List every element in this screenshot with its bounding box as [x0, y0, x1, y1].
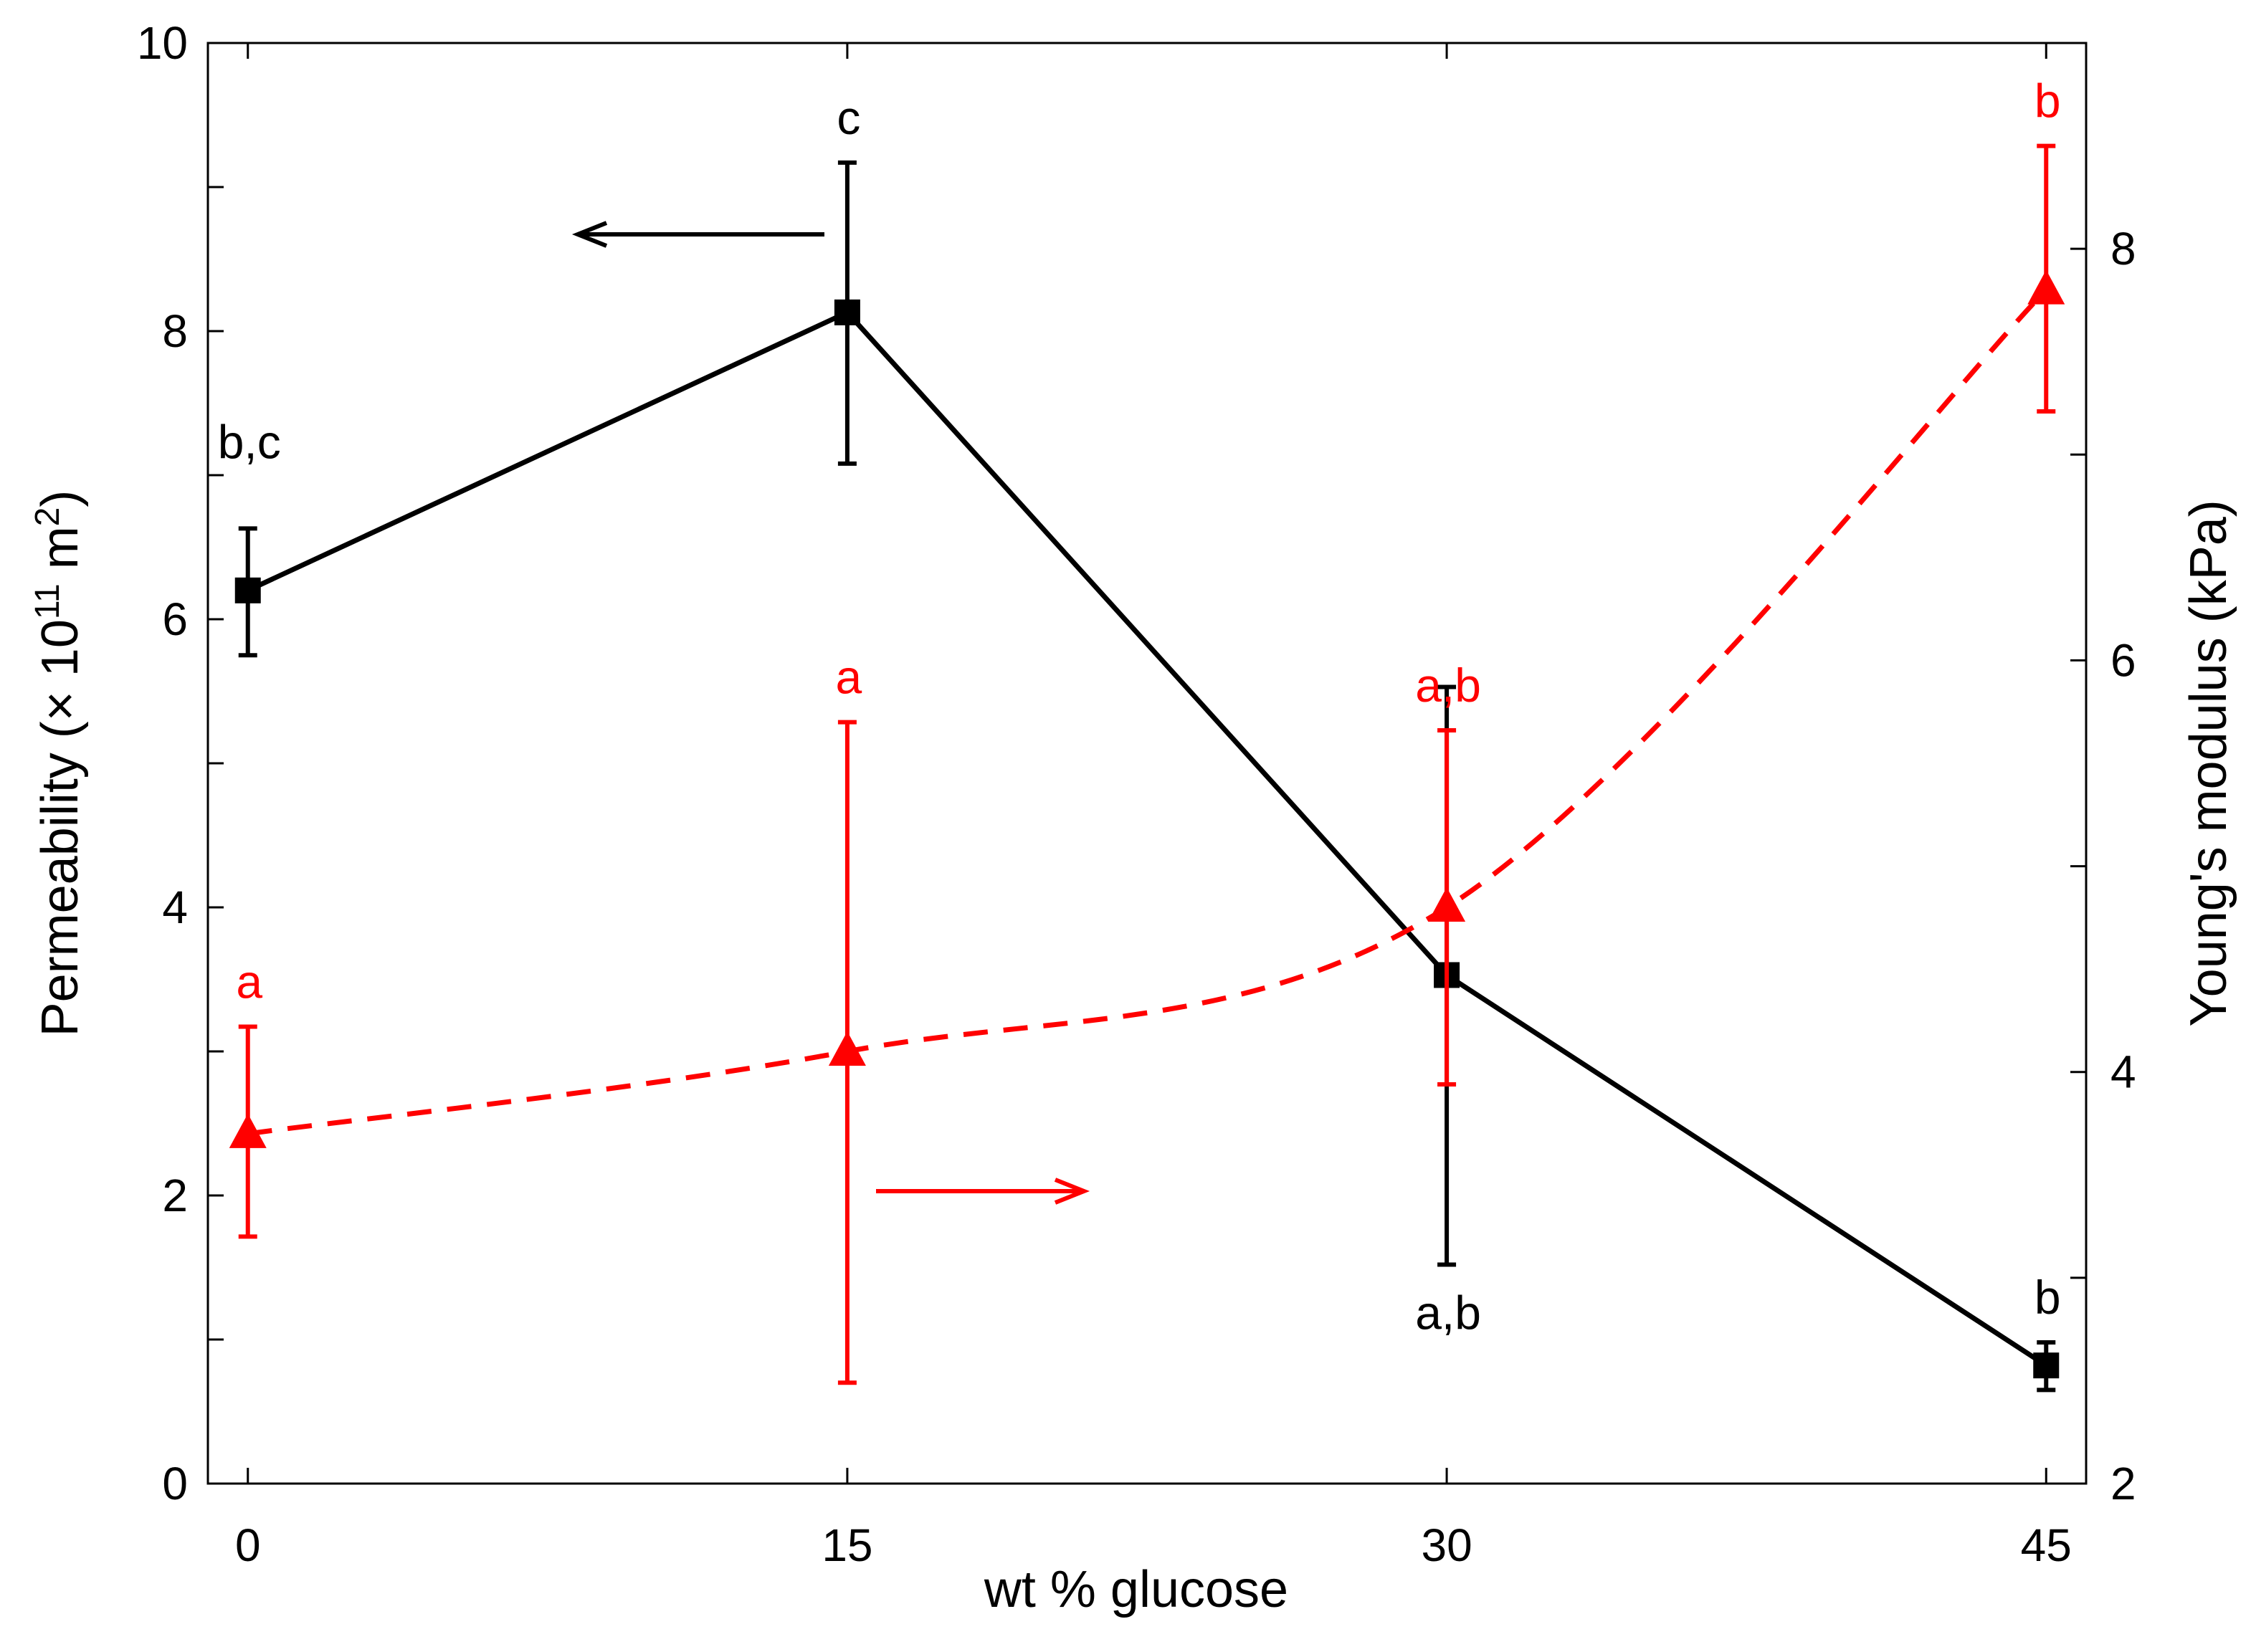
- data-point: [828, 1031, 866, 1066]
- right-axis-arrow-head: [1054, 1178, 1090, 1205]
- y-tick-label: 10: [137, 17, 188, 69]
- x-tick-label: 15: [822, 1519, 872, 1571]
- data-point: [834, 299, 860, 325]
- label-group: b,c c a,b b a a a,b b: [218, 75, 2061, 1340]
- y2-tick-label: 8: [2110, 223, 2136, 274]
- significance-letter: b: [2035, 75, 2061, 128]
- y-tick-label: 6: [162, 593, 188, 645]
- significance-letter: a,b: [1415, 1286, 1481, 1339]
- left-axis-arrow-head: [571, 221, 608, 248]
- data-point: [2027, 269, 2065, 305]
- y-tick-label: 4: [162, 882, 188, 933]
- y-tick-label: 2: [162, 1170, 188, 1221]
- data-point: [1428, 887, 1466, 922]
- y2-tick-label: 4: [2110, 1046, 2136, 1098]
- significance-letter: a,b: [1415, 659, 1481, 712]
- tick-group: 0 15 30 45 0 2 4 6 8 10 2 4 6 8: [137, 17, 2136, 1571]
- y-tick-label: 0: [162, 1458, 188, 1509]
- data-point: [234, 577, 261, 603]
- series-line-1: [247, 288, 2048, 1137]
- y2-tick-label: 2: [2110, 1458, 2136, 1509]
- significance-letter: b: [2035, 1271, 2061, 1324]
- significance-letter: a: [236, 955, 262, 1008]
- series-line-0: [247, 309, 2048, 1368]
- significance-letter: b,c: [218, 415, 281, 468]
- y-tick-label: 8: [162, 305, 188, 357]
- x-tick-label: 0: [235, 1519, 261, 1571]
- data-point: [229, 1113, 267, 1148]
- plot-frame: [206, 42, 2088, 1485]
- series-group: [229, 143, 2065, 1393]
- x-tick-label: 30: [1421, 1519, 1472, 1571]
- y-axis-title: Permeability (× 1011 m2): [29, 490, 89, 1037]
- y2-tick-label: 6: [2110, 634, 2136, 686]
- significance-letter: a: [836, 651, 862, 704]
- data-point: [2033, 1352, 2060, 1379]
- x-tick-label: 45: [2021, 1519, 2072, 1571]
- y2-axis-title: Young's modulus (kPa): [2180, 500, 2237, 1027]
- x-axis-title: wt % glucose: [984, 1561, 1288, 1618]
- significance-letter: c: [837, 91, 860, 144]
- arrow-group: [571, 221, 1090, 1205]
